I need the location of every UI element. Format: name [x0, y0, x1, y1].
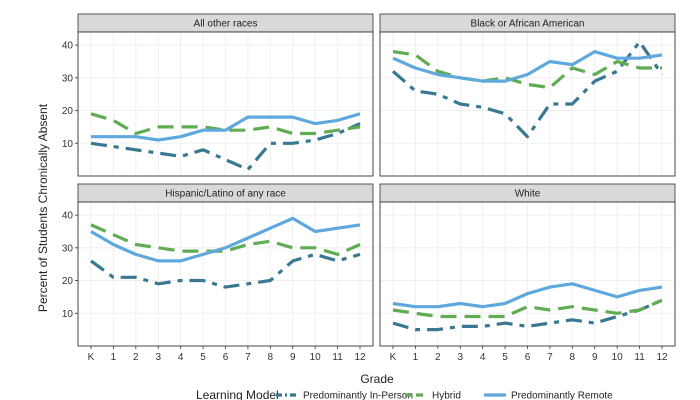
- legend-item-hybrid: Hybrid: [405, 391, 461, 400]
- x-tick-label: K: [390, 352, 397, 363]
- x-tick-label: 11: [332, 352, 343, 363]
- y-tick-label: 40: [62, 211, 74, 222]
- series-line-predominantly-in-person: [90, 122, 361, 172]
- series-line-predominantly-remote: [392, 49, 663, 83]
- series-line-hybrid: [90, 223, 361, 256]
- x-tick-label: 11: [634, 352, 645, 363]
- legend-label: Hybrid: [432, 391, 461, 400]
- y-tick-label: 30: [62, 73, 74, 84]
- panel-title: Hispanic/Latino of any race: [165, 189, 286, 200]
- x-tick-label: 2: [435, 352, 441, 363]
- x-tick-label: 5: [200, 352, 206, 363]
- x-tick-label: 10: [612, 352, 624, 363]
- panel-black-or-african-american: Black or African American: [379, 13, 676, 177]
- x-tick-label: 8: [268, 352, 274, 363]
- series-line-predominantly-in-person: [391, 40, 664, 139]
- series-line-predominantly-in-person: [90, 252, 361, 289]
- x-axis-label: Grade: [360, 372, 394, 386]
- x-tick-label: 6: [223, 352, 229, 363]
- x-tick-label: 4: [480, 352, 486, 363]
- x-tick-label: 10: [310, 352, 322, 363]
- x-tick-label: 3: [457, 352, 463, 363]
- x-tick-label: 9: [592, 352, 598, 363]
- legend-label: Predominantly Remote: [511, 391, 613, 400]
- series-line-predominantly-remote: [91, 112, 361, 142]
- x-tick-label: 3: [155, 352, 161, 363]
- x-tick-label: 7: [245, 352, 251, 363]
- x-tick-label: 12: [656, 352, 668, 363]
- x-tick-label: 9: [290, 352, 296, 363]
- panel-all-other-races: All other races 10 20 30 40: [62, 13, 374, 177]
- x-tick-label: 5: [502, 352, 508, 363]
- panel-title: White: [515, 189, 541, 200]
- series-line-predominantly-remote: [392, 282, 663, 309]
- panel-border: [77, 31, 374, 177]
- legend-item-predominantly-in-person: Predominantly In-Person: [276, 391, 413, 400]
- legend-item-predominantly-remote: Predominantly Remote: [484, 391, 613, 400]
- series-line-hybrid: [392, 298, 663, 319]
- series-line-hybrid: [392, 50, 662, 90]
- x-tick-label: 1: [111, 352, 117, 363]
- y-tick-label: 20: [62, 276, 74, 287]
- series-line-predominantly-in-person: [392, 298, 663, 332]
- legend-label: Predominantly In-Person: [303, 391, 413, 400]
- y-tick-label: 10: [62, 309, 74, 320]
- y-tick-label: 20: [62, 106, 74, 117]
- legend: Learning Model Predominantly In-Person Hyb…: [196, 388, 613, 400]
- x-tick-label: 4: [178, 352, 184, 363]
- x-tick-label: 12: [354, 352, 366, 363]
- y-axis-label: Percent of Students Chronically Absent: [36, 103, 50, 312]
- panel-border: [379, 31, 676, 177]
- panel-title: All other races: [194, 19, 258, 30]
- panel-title: Black or African American: [471, 19, 585, 30]
- panels: All other races 10 20 30 40 Black or African …: [62, 13, 676, 363]
- series-line-hybrid: [90, 112, 361, 136]
- y-tick-label: 40: [62, 41, 74, 52]
- x-tick-label: 2: [133, 352, 139, 363]
- y-tick-label: 30: [62, 243, 74, 254]
- legend-title: Learning Model: [196, 388, 279, 400]
- x-tick-label: 7: [547, 352, 553, 363]
- series-line-predominantly-remote: [90, 216, 361, 263]
- x-tick-label: 8: [570, 352, 576, 363]
- x-tick-label: 6: [525, 352, 531, 363]
- x-tick-label: 1: [413, 352, 419, 363]
- y-tick-label: 10: [62, 139, 74, 150]
- x-tick-label: K: [88, 352, 95, 363]
